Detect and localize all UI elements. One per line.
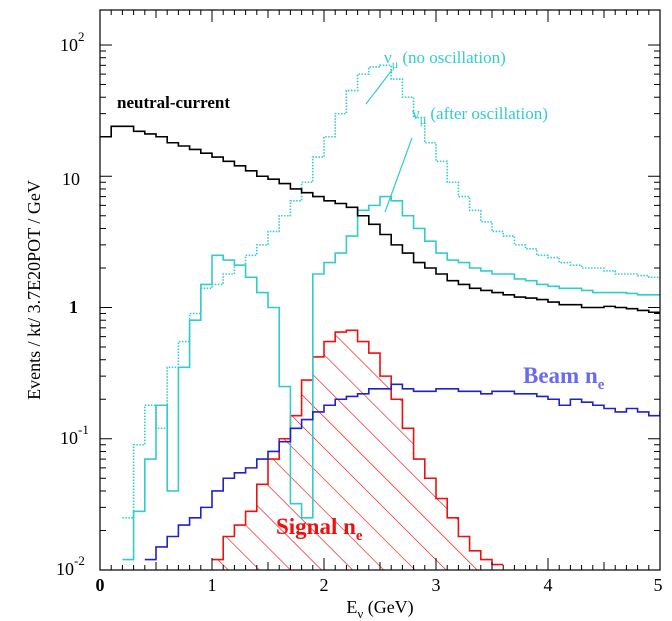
x-tick-label-2: 2 (320, 575, 329, 595)
x-axis-title: Eν (GeV) (346, 597, 413, 621)
beam-histogram-line (144, 383, 660, 561)
y-tick-label-1: 1 (69, 297, 78, 317)
y-tick-label-100: 102 (60, 29, 85, 55)
numu-noosc-histogram-line (122, 64, 660, 519)
x-tick-label-3: 3 (432, 575, 441, 595)
series-layer (100, 64, 660, 570)
ticks-layer (99, 10, 661, 571)
signal-histogram-line (212, 329, 504, 566)
y-tick-label-0-1: 10-1 (60, 422, 89, 448)
numu-osc-pointer (384, 137, 413, 213)
x-tick-label-5: 5 (654, 575, 663, 595)
numu-noosc-label: νμ (no oscillation) (384, 48, 506, 71)
x-tick-label-4: 4 (544, 575, 553, 595)
y-axis-title: Events / kt/ 3.7E20POT / GeV (24, 180, 44, 400)
x-tick-label-1: 1 (208, 575, 217, 595)
y-tick-label-10: 10 (62, 169, 80, 189)
numu-osc-label: νμ (after oscillation) (412, 104, 548, 127)
x-tick-label-0: 0 (96, 575, 105, 595)
signal-label: Signal ne (276, 514, 363, 544)
neutral-current-histogram-line (100, 125, 660, 315)
numu-noosc-pointer (365, 69, 393, 105)
neutral-current-label: neutral-current (117, 93, 230, 112)
beam-label: Beam ne (523, 363, 605, 393)
y-tick-label-0-01: 10-2 (56, 553, 85, 579)
signal-hatch-fill (212, 330, 504, 570)
numu-osc-histogram-line (122, 195, 660, 561)
